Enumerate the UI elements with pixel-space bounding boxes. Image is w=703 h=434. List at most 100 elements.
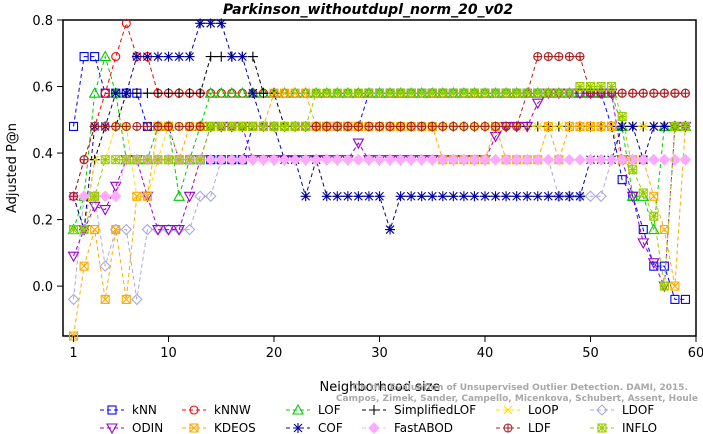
data-point-cof: [501, 191, 512, 202]
data-point-fastabod: [426, 153, 439, 166]
data-point-inflo: [512, 88, 522, 98]
data-point-cof: [353, 191, 364, 202]
data-point-kdeos: [279, 88, 290, 98]
legend-item-cof: COF: [286, 421, 343, 434]
data-point-ldf: [501, 121, 511, 131]
data-point-ldf: [406, 121, 416, 131]
data-point-odin: [88, 201, 101, 213]
data-point-cof: [522, 191, 533, 202]
data-point-fastabod: [204, 153, 217, 166]
data-point-inflo: [206, 121, 216, 131]
data-point-cof: [247, 88, 258, 99]
data-point-ldf: [564, 52, 574, 62]
data-point-knnw: [111, 52, 121, 62]
data-point-lof: [236, 87, 249, 98]
series-line-loop: [73, 125, 686, 230]
data-point-inflo: [353, 88, 363, 98]
data-point-fastabod: [531, 153, 544, 166]
legend-label: COF: [318, 421, 343, 434]
legend: kNN kNNW LOF SimplifiedLOF LoOP LDOF ODIN KDEOS…: [100, 403, 657, 434]
y-tick-label: 0.8: [32, 14, 53, 29]
data-point-fastabod: [109, 190, 122, 203]
legend-item-kdeos: KDEOS: [182, 421, 256, 434]
series-line-odin: [73, 92, 686, 287]
data-point-knn: [617, 175, 627, 185]
data-point-fastabod: [679, 153, 692, 166]
series-line-knnw: [73, 21, 686, 197]
data-point-cof: [532, 191, 543, 202]
data-point-ldf: [617, 88, 627, 98]
data-point-kdeos: [575, 121, 585, 131]
data-point-ldf: [385, 121, 395, 131]
x-tick-label: 40: [477, 346, 494, 361]
data-point-ldof: [109, 223, 122, 236]
data-point-simplifiedlof: [152, 88, 163, 99]
data-point-inflo: [459, 88, 469, 98]
legend-marker: [503, 423, 513, 433]
data-point-odin: [531, 98, 544, 110]
data-point-inflo: [90, 191, 100, 201]
data-point-inflo: [269, 121, 279, 131]
data-point-fastabod: [553, 153, 565, 166]
data-point-inflo: [396, 88, 406, 98]
legend-marker: [106, 423, 118, 434]
data-point-ldof: [584, 190, 597, 203]
data-point-inflo: [100, 155, 110, 165]
legend-label: INFLO: [622, 421, 657, 434]
data-point-inflo: [522, 88, 532, 98]
data-point-cof: [659, 121, 670, 132]
data-point-inflo: [79, 225, 89, 235]
data-point-odin: [162, 225, 175, 236]
data-point-inflo: [607, 81, 617, 92]
data-point-fastabod: [437, 153, 449, 166]
series-layer: [67, 18, 692, 341]
series-inflo: [69, 81, 691, 291]
data-point-cof: [627, 121, 638, 132]
data-point-fastabod: [658, 153, 671, 166]
data-point-cof: [342, 191, 353, 202]
data-point-inflo: [343, 88, 353, 98]
data-point-ldof: [141, 223, 154, 236]
data-point-cof: [648, 121, 659, 132]
x-tick-label: 1: [69, 346, 77, 361]
data-point-simplifiedlof: [174, 88, 185, 99]
data-point-knn: [659, 261, 669, 271]
data-point-odin: [67, 251, 80, 263]
data-point-ldof: [67, 293, 80, 306]
data-point-ldf: [111, 121, 121, 131]
data-point-inflo: [670, 121, 680, 131]
data-point-inflo: [248, 121, 258, 131]
data-point-fastabod: [648, 153, 660, 166]
legend-item-inflo: INFLO: [590, 421, 657, 434]
data-point-inflo: [301, 121, 311, 131]
data-point-inflo: [490, 88, 501, 98]
data-point-cof: [374, 191, 385, 202]
chart-title: Parkinson_withoutdupl_norm_20_v02: [223, 2, 513, 18]
data-point-simplifiedlof: [205, 51, 216, 62]
data-point-ldf: [322, 121, 332, 131]
data-point-cof: [152, 51, 163, 62]
data-point-inflo: [374, 88, 385, 98]
data-point-inflo: [617, 111, 627, 122]
series-ldf: [69, 52, 691, 201]
data-point-ldf: [90, 121, 100, 131]
data-point-simplifiedlof: [163, 88, 174, 99]
data-point-inflo: [543, 88, 553, 98]
data-point-cof: [406, 191, 417, 202]
data-point-inflo: [237, 121, 247, 131]
legend-marker: [292, 403, 304, 415]
data-point-loop: [554, 122, 564, 131]
legend-item-odin: ODIN: [100, 421, 163, 434]
data-point-cof: [511, 191, 522, 202]
data-point-fastabod: [236, 153, 249, 166]
plot-area: [62, 19, 697, 337]
data-point-ldf: [374, 121, 385, 131]
data-point-cof: [174, 51, 185, 62]
data-point-inflo: [585, 81, 596, 92]
data-point-odin: [352, 138, 365, 150]
data-point-ldof: [131, 293, 143, 306]
data-point-fastabod: [489, 153, 502, 166]
data-point-inflo: [480, 88, 490, 98]
data-point-fastabod: [468, 153, 481, 166]
data-point-cof: [427, 191, 438, 202]
